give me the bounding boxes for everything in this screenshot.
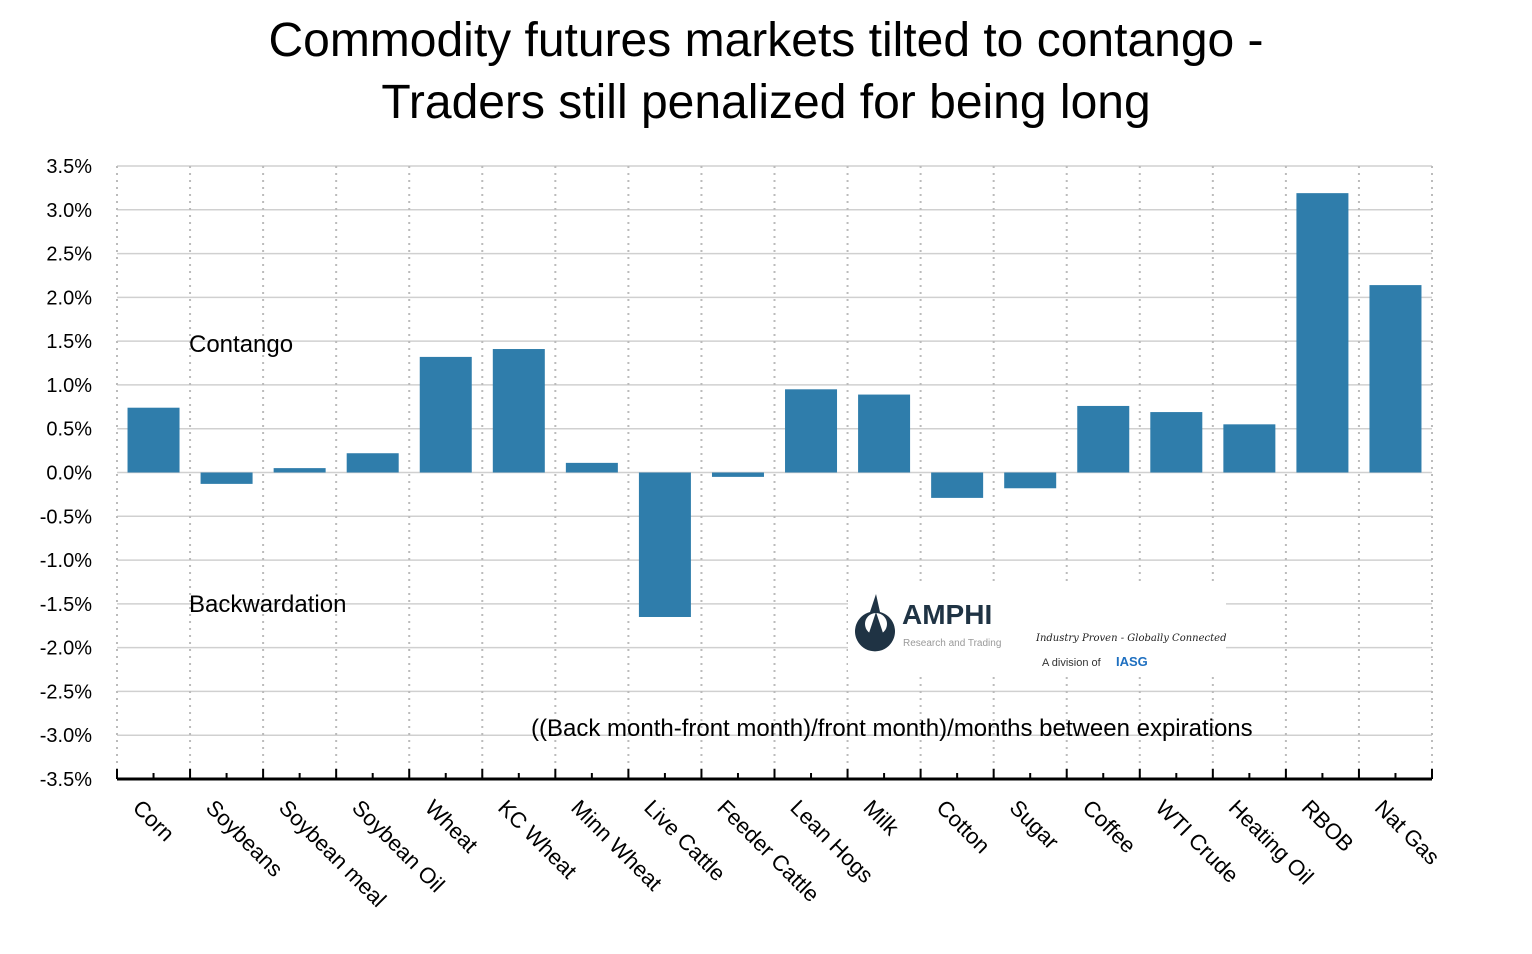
y-tick-label: -3.0% xyxy=(40,725,92,747)
bar-heating-oil xyxy=(1223,424,1276,473)
bar-wti-crude xyxy=(1150,412,1203,473)
y-tick-label: -2.5% xyxy=(40,681,92,703)
formula-note: ((Back month-front month)/front month)/m… xyxy=(531,715,1253,742)
logo-tagline: Industry Proven - Globally Connected xyxy=(1035,633,1226,644)
y-tick-label: -3.5% xyxy=(40,769,92,791)
bar-feeder-cattle xyxy=(711,472,764,477)
bar-minn-wheat xyxy=(565,462,618,473)
y-tick-label: 2.5% xyxy=(46,244,92,266)
x-tick-label: Cotton xyxy=(932,795,996,859)
x-tick-label: Nat Gas xyxy=(1370,795,1445,870)
y-tick-label: 1.0% xyxy=(46,375,92,397)
y-tick-label: 3.5% xyxy=(46,156,92,178)
x-tick-label: KC Wheat xyxy=(493,795,582,884)
y-tick-label: 3.0% xyxy=(46,200,92,222)
bar-soybean-oil xyxy=(346,453,399,473)
x-tick-label: Coffee xyxy=(1078,795,1141,858)
bar-live-cattle xyxy=(638,472,691,617)
logo-name: AMPHI xyxy=(902,599,992,630)
bar-lean-hogs xyxy=(785,389,838,473)
y-tick-label: -2.0% xyxy=(40,638,92,660)
x-tick-label: Soybeans xyxy=(201,795,288,882)
bar-coffee xyxy=(1077,405,1130,473)
title-line-1: Commodity futures markets tilted to cont… xyxy=(268,14,1264,67)
y-tick-label: 1.5% xyxy=(46,331,92,353)
y-tick-label: -0.5% xyxy=(40,506,92,528)
bar-cotton xyxy=(931,472,984,498)
bar-soybeans xyxy=(200,472,253,484)
x-tick-label: Milk xyxy=(859,795,905,841)
bar-wheat xyxy=(419,356,472,473)
y-tick-label: 0.5% xyxy=(46,419,92,441)
bar-corn xyxy=(127,407,180,473)
contango-label: Contango xyxy=(189,331,293,358)
x-tick-label: Sugar xyxy=(1005,795,1064,854)
bar-nat-gas xyxy=(1369,285,1422,473)
logo-parent: IASG xyxy=(1116,654,1148,669)
x-tick-label: Corn xyxy=(128,795,179,846)
title-line-2: Traders still penalized for being long xyxy=(381,76,1151,129)
backwardation-label: Backwardation xyxy=(189,591,346,618)
x-tick-label: RBOB xyxy=(1297,795,1359,857)
bar-soybean-meal xyxy=(273,468,326,473)
bar-rbob xyxy=(1296,193,1349,473)
amphi-logo: AMPHI Research and Trading Industry Prov… xyxy=(848,586,1226,674)
logo-division: A division of xyxy=(1042,657,1102,669)
y-tick-label: 2.0% xyxy=(46,287,92,309)
y-tick-label: 0.0% xyxy=(46,463,92,485)
logo-sub: Research and Trading xyxy=(903,638,1001,649)
y-tick-label: -1.0% xyxy=(40,550,92,572)
y-tick-label: -1.5% xyxy=(40,594,92,616)
bar-milk xyxy=(858,394,911,473)
x-tick-label: Wheat xyxy=(420,795,483,858)
chart-title: Commodity futures markets tilted to cont… xyxy=(0,10,1532,134)
bar-sugar xyxy=(1004,472,1057,489)
bar-kc-wheat xyxy=(492,349,545,473)
